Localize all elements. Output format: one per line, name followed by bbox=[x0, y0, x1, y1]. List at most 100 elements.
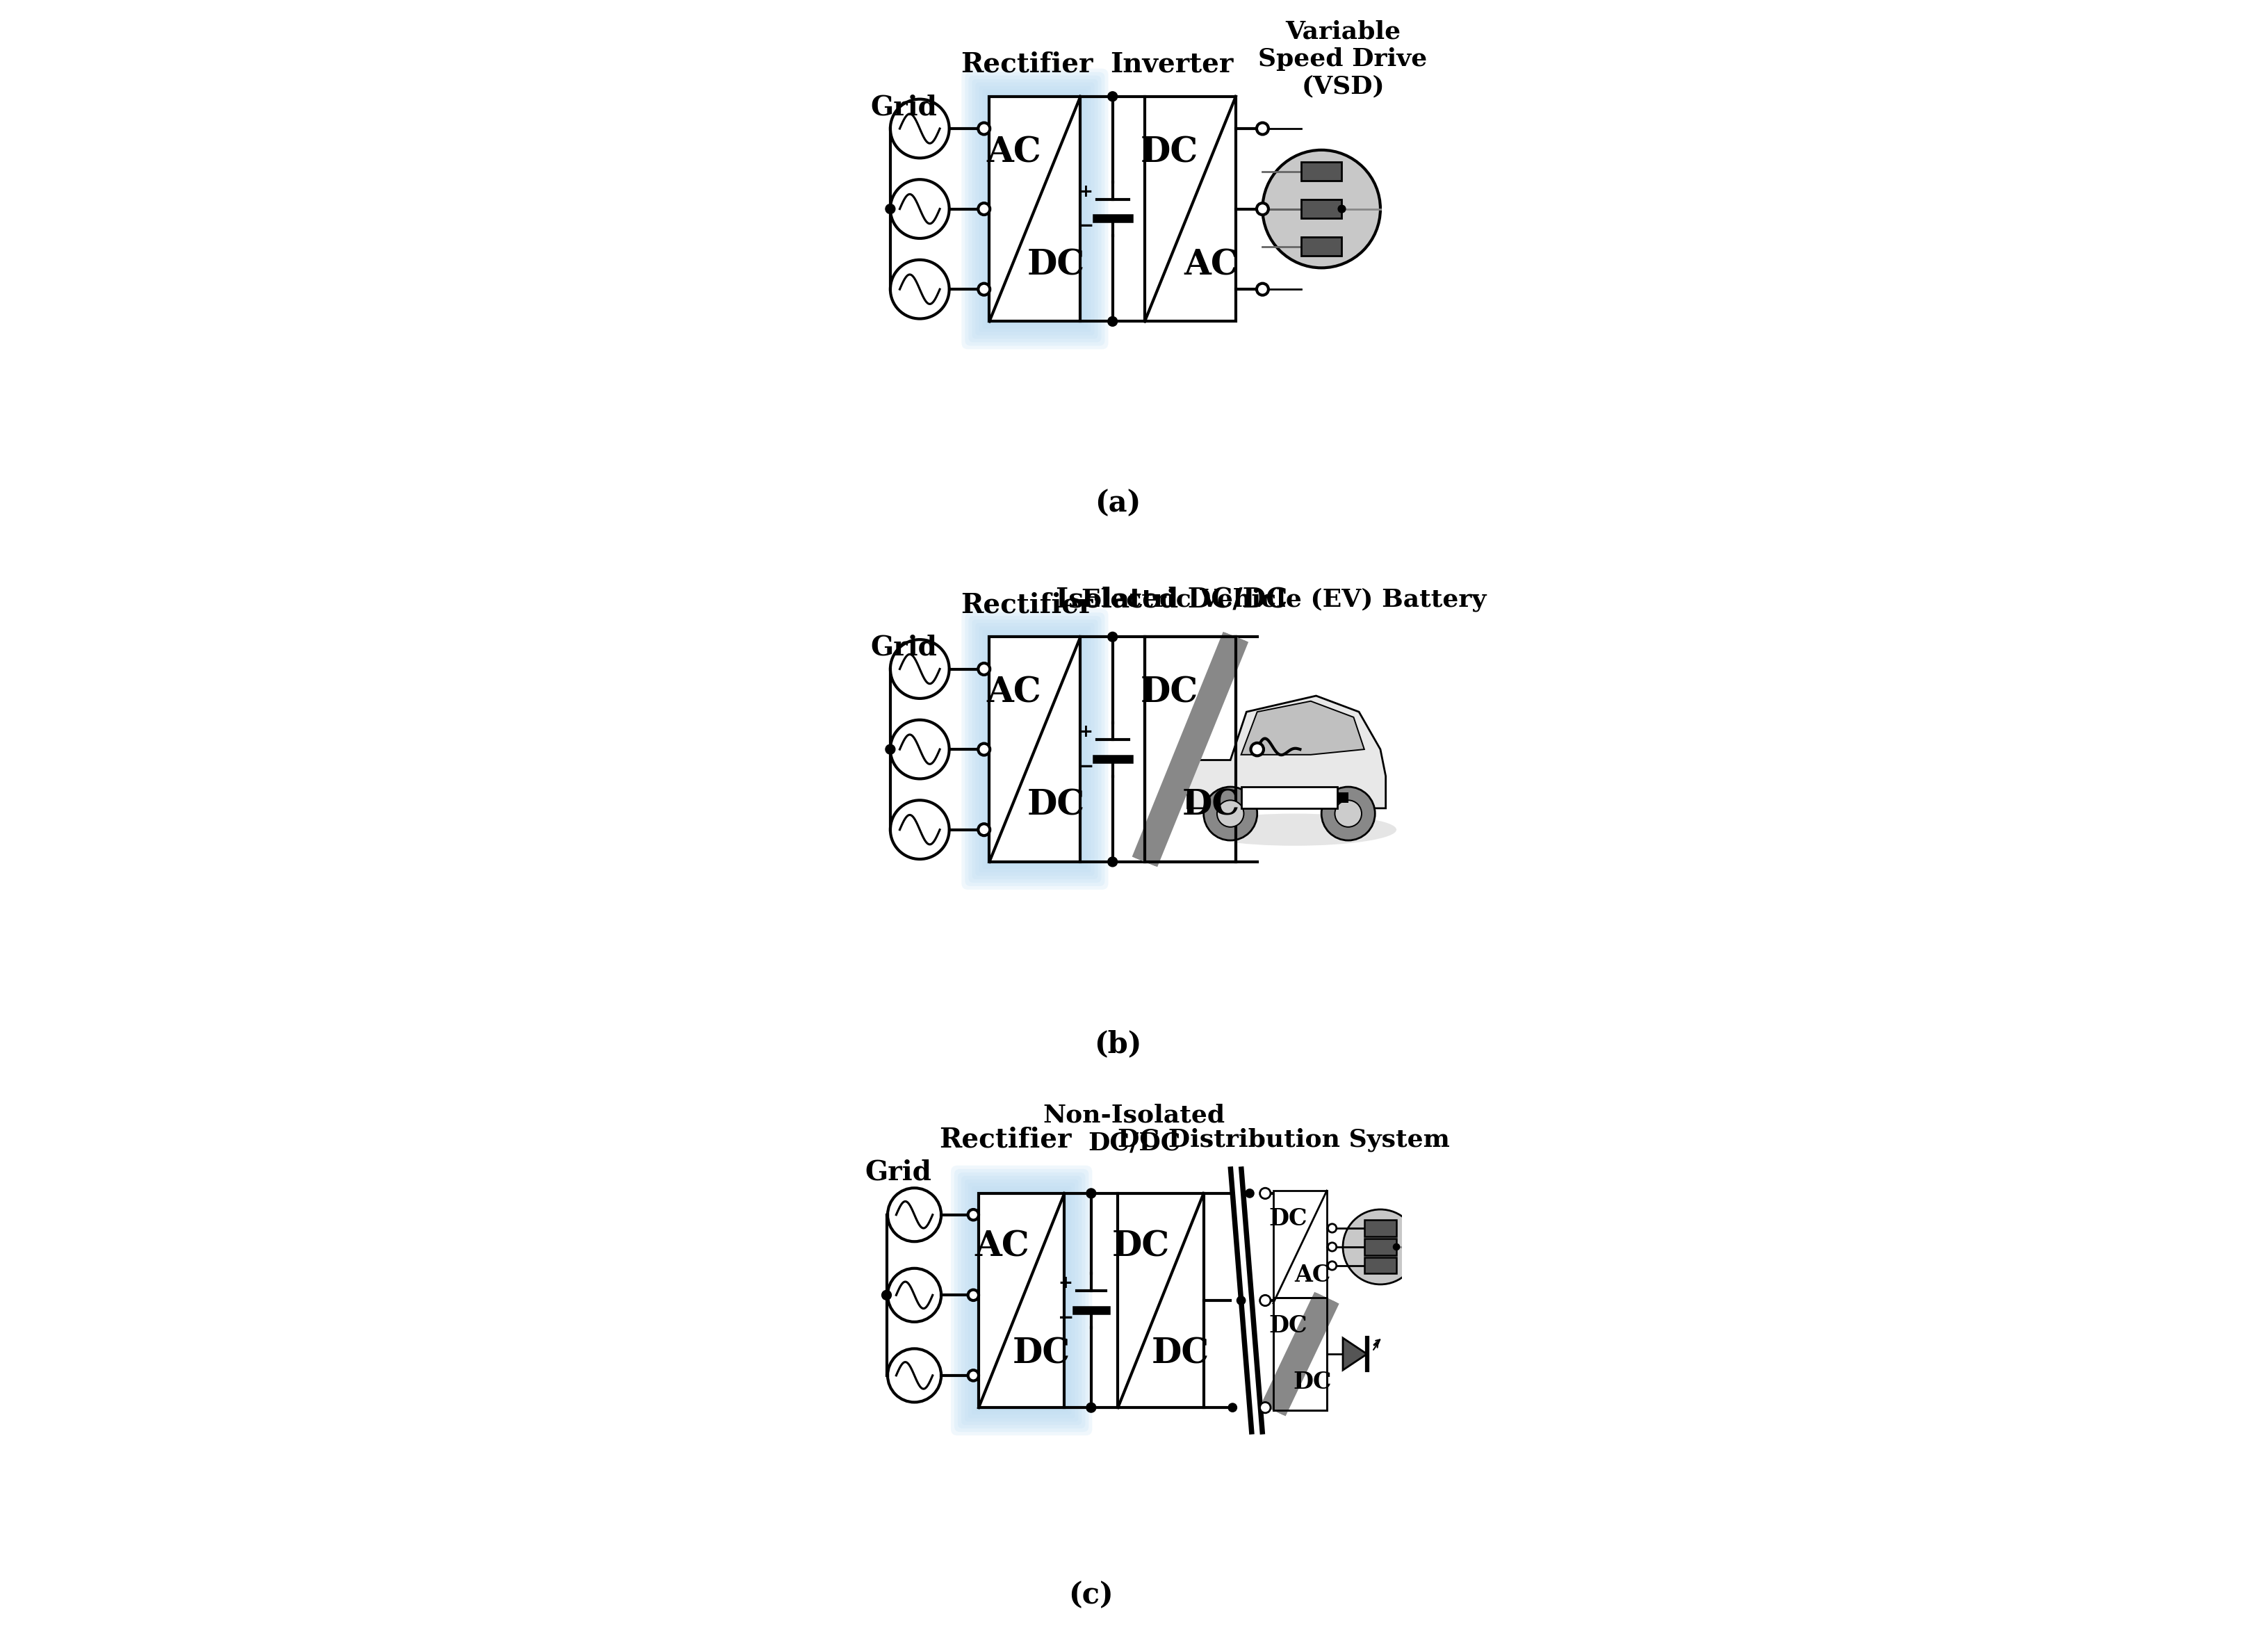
Text: AC: AC bbox=[1295, 1263, 1331, 1286]
FancyBboxPatch shape bbox=[982, 630, 1086, 868]
Text: (a): (a) bbox=[1095, 490, 1141, 517]
Text: Variable
Speed Drive
(VSD): Variable Speed Drive (VSD) bbox=[1259, 20, 1427, 98]
Circle shape bbox=[1256, 202, 1268, 215]
FancyBboxPatch shape bbox=[973, 78, 1098, 339]
Bar bbox=[1272, 1297, 1327, 1410]
Circle shape bbox=[885, 744, 896, 754]
Text: +: + bbox=[1059, 1275, 1073, 1291]
Text: Non-Isolated
DC/DC: Non-Isolated DC/DC bbox=[1043, 1103, 1225, 1154]
Text: Grid: Grid bbox=[864, 1159, 932, 1185]
FancyBboxPatch shape bbox=[975, 83, 1095, 335]
Bar bbox=[1365, 1239, 1397, 1255]
FancyBboxPatch shape bbox=[962, 609, 1109, 889]
Circle shape bbox=[968, 1289, 980, 1301]
Circle shape bbox=[1236, 1296, 1245, 1304]
Text: +: + bbox=[1080, 183, 1093, 201]
FancyBboxPatch shape bbox=[957, 1172, 1086, 1428]
Circle shape bbox=[1256, 122, 1268, 134]
Circle shape bbox=[1229, 1404, 1236, 1412]
Bar bbox=[1338, 792, 1347, 803]
Text: DC Distribution System: DC Distribution System bbox=[1118, 1128, 1449, 1152]
Circle shape bbox=[978, 284, 989, 295]
Circle shape bbox=[978, 663, 989, 676]
Circle shape bbox=[1263, 150, 1381, 268]
Bar bbox=[1302, 237, 1343, 256]
Text: DC: DC bbox=[1012, 1337, 1070, 1371]
Circle shape bbox=[1250, 743, 1263, 756]
Bar bbox=[1145, 636, 1236, 862]
FancyBboxPatch shape bbox=[975, 1190, 1068, 1412]
FancyBboxPatch shape bbox=[973, 620, 1098, 880]
Text: DC: DC bbox=[1293, 1371, 1331, 1394]
Bar bbox=[1272, 1297, 1327, 1410]
Bar bbox=[1302, 199, 1343, 219]
Text: Inverter: Inverter bbox=[1109, 51, 1234, 78]
Circle shape bbox=[1107, 632, 1118, 641]
Circle shape bbox=[978, 744, 989, 756]
Circle shape bbox=[885, 204, 896, 214]
Circle shape bbox=[1259, 1402, 1270, 1413]
FancyBboxPatch shape bbox=[962, 1177, 1082, 1425]
FancyBboxPatch shape bbox=[964, 72, 1105, 346]
Circle shape bbox=[1107, 91, 1118, 101]
FancyBboxPatch shape bbox=[982, 90, 1086, 328]
Circle shape bbox=[1259, 1296, 1270, 1306]
Circle shape bbox=[1393, 1244, 1399, 1250]
Circle shape bbox=[1204, 787, 1256, 840]
Circle shape bbox=[978, 202, 989, 215]
Circle shape bbox=[882, 1291, 891, 1301]
Circle shape bbox=[1327, 1262, 1336, 1270]
Text: +: + bbox=[1080, 725, 1093, 741]
Text: Grid: Grid bbox=[871, 95, 937, 121]
Text: DC: DC bbox=[1182, 788, 1241, 823]
Text: DC: DC bbox=[1268, 1208, 1306, 1231]
Circle shape bbox=[1107, 317, 1118, 326]
Circle shape bbox=[1256, 284, 1268, 295]
Text: DC: DC bbox=[1141, 135, 1198, 170]
Text: AC: AC bbox=[1184, 248, 1238, 282]
Circle shape bbox=[1245, 1190, 1254, 1198]
Circle shape bbox=[1107, 857, 1118, 867]
Circle shape bbox=[1327, 1224, 1336, 1232]
FancyBboxPatch shape bbox=[962, 69, 1109, 349]
FancyBboxPatch shape bbox=[955, 1169, 1089, 1431]
Circle shape bbox=[1259, 1188, 1270, 1200]
Bar bbox=[1145, 96, 1236, 322]
Circle shape bbox=[978, 824, 989, 836]
Text: −: − bbox=[1077, 217, 1093, 235]
Text: Isolated DC/DC: Isolated DC/DC bbox=[1055, 586, 1288, 612]
Text: AC: AC bbox=[975, 1231, 1030, 1263]
Bar bbox=[1302, 162, 1343, 181]
Circle shape bbox=[1338, 206, 1345, 212]
FancyBboxPatch shape bbox=[950, 1165, 1093, 1436]
Text: DC: DC bbox=[1111, 1231, 1170, 1263]
Text: DC: DC bbox=[1027, 788, 1084, 823]
Polygon shape bbox=[1343, 1338, 1368, 1371]
Circle shape bbox=[1327, 1242, 1336, 1252]
Bar bbox=[989, 96, 1080, 322]
Circle shape bbox=[968, 1209, 980, 1221]
FancyBboxPatch shape bbox=[971, 1186, 1070, 1415]
Text: DC: DC bbox=[1027, 248, 1084, 282]
Circle shape bbox=[968, 1371, 980, 1381]
FancyBboxPatch shape bbox=[968, 615, 1102, 883]
Text: (b): (b) bbox=[1093, 1030, 1141, 1059]
FancyBboxPatch shape bbox=[968, 75, 1102, 343]
Circle shape bbox=[1086, 1188, 1095, 1198]
FancyBboxPatch shape bbox=[968, 1183, 1075, 1418]
Ellipse shape bbox=[1193, 814, 1397, 845]
FancyBboxPatch shape bbox=[987, 633, 1084, 865]
Circle shape bbox=[978, 122, 989, 134]
Text: Electric Vehicle (EV) Battery: Electric Vehicle (EV) Battery bbox=[1082, 588, 1486, 612]
Bar bbox=[1272, 1191, 1327, 1302]
Bar bbox=[1365, 1221, 1397, 1235]
FancyBboxPatch shape bbox=[964, 1180, 1077, 1421]
Bar bbox=[1365, 1258, 1397, 1273]
Text: Rectifier: Rectifier bbox=[962, 591, 1093, 619]
Circle shape bbox=[1343, 1209, 1418, 1284]
Polygon shape bbox=[1188, 695, 1386, 808]
Text: (c): (c) bbox=[1068, 1580, 1114, 1609]
FancyBboxPatch shape bbox=[975, 623, 1095, 876]
Text: −: − bbox=[1077, 757, 1093, 777]
Bar bbox=[1145, 636, 1236, 862]
